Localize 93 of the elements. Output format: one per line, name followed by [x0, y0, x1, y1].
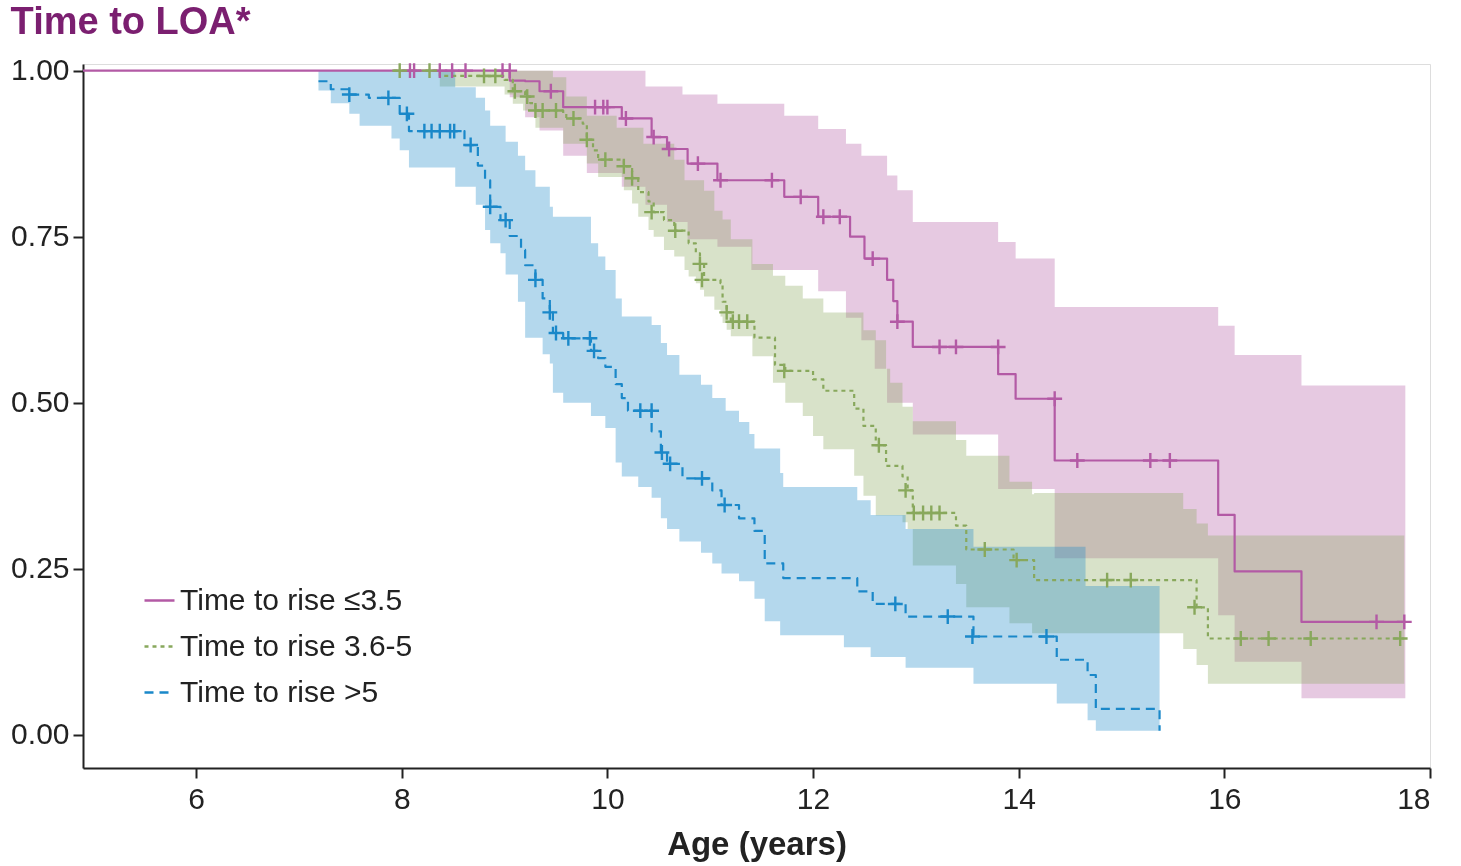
point: [578, 131, 596, 149]
point: [445, 122, 463, 140]
point: [542, 82, 560, 100]
point: [888, 313, 906, 331]
x-tick-label: 12: [796, 781, 831, 815]
point: [711, 171, 730, 189]
point: [596, 151, 614, 169]
x-tick-label: 16: [1208, 781, 1242, 815]
point: [1395, 613, 1413, 631]
point: [526, 271, 545, 289]
point: [501, 62, 519, 80]
point: [617, 109, 635, 128]
x-tick-label: 6: [188, 781, 205, 815]
point: [763, 171, 781, 189]
point: [420, 62, 439, 80]
point: [481, 198, 499, 216]
point: [689, 155, 707, 173]
point: [1098, 571, 1116, 589]
point: [1367, 613, 1386, 631]
point: [939, 607, 957, 626]
point: [693, 271, 711, 289]
x-axis-title: Age (years): [667, 824, 847, 862]
x-tick-label: 14: [1002, 781, 1036, 815]
point: [930, 338, 949, 356]
point: [1046, 390, 1064, 408]
point: [581, 329, 599, 347]
point: [886, 595, 904, 613]
point: [405, 62, 423, 80]
x-tick-label: 10: [591, 781, 625, 815]
legend-label: Time to rise ≤3.5: [180, 582, 403, 616]
y-tick-label: 0.00: [11, 717, 70, 751]
point: [486, 67, 504, 85]
point: [775, 362, 793, 380]
point: [693, 469, 711, 488]
point: [1232, 629, 1250, 648]
point: [1008, 551, 1026, 569]
legend-label: Time to rise >5: [180, 674, 379, 708]
y-tick-label: 0.50: [11, 385, 70, 419]
point: [864, 249, 882, 268]
point: [379, 89, 397, 107]
point: [947, 338, 965, 356]
point: [716, 496, 734, 514]
point: [831, 208, 849, 226]
y-tick-label: 0.75: [11, 219, 70, 253]
point: [660, 140, 678, 158]
point: [1037, 627, 1056, 646]
point: [976, 540, 994, 559]
point: [398, 105, 416, 123]
point: [792, 188, 810, 206]
point: [615, 157, 633, 175]
point: [340, 85, 358, 104]
point: [738, 313, 756, 331]
point: [518, 87, 536, 106]
point: [564, 109, 583, 128]
point: [930, 504, 949, 522]
point: [666, 222, 684, 240]
point: [462, 136, 480, 154]
point: [623, 169, 641, 187]
point: [814, 208, 832, 226]
point: [1122, 571, 1140, 589]
point: [1302, 629, 1320, 648]
point: [456, 62, 475, 80]
point: [691, 255, 709, 273]
point: [1141, 451, 1159, 470]
point: [443, 62, 461, 80]
point: [547, 101, 565, 120]
point: [643, 402, 661, 420]
y-tick-label: 1.00: [11, 53, 70, 87]
point: [1185, 598, 1204, 616]
point: [643, 203, 661, 221]
point: [506, 82, 524, 100]
point: [645, 128, 663, 146]
legend-label: Time to rise 3.6-5: [180, 628, 413, 662]
x-tick-label: 18: [1397, 781, 1431, 815]
point: [1068, 451, 1086, 470]
point: [598, 98, 617, 116]
point: [963, 627, 982, 646]
point: [1259, 629, 1278, 648]
point: [541, 303, 559, 322]
point: [559, 329, 577, 347]
chart-title: Time to LOA*: [10, 0, 251, 42]
point: [870, 436, 888, 454]
y-tick-label: 0.25: [11, 551, 70, 585]
point: [896, 481, 915, 499]
point: [496, 211, 515, 229]
point: [534, 101, 552, 120]
x-tick-label: 8: [393, 781, 411, 815]
point: [1391, 629, 1409, 648]
point: [1161, 451, 1179, 470]
point: [391, 62, 409, 80]
point: [585, 342, 603, 360]
point: [989, 338, 1007, 356]
point: [547, 324, 565, 342]
